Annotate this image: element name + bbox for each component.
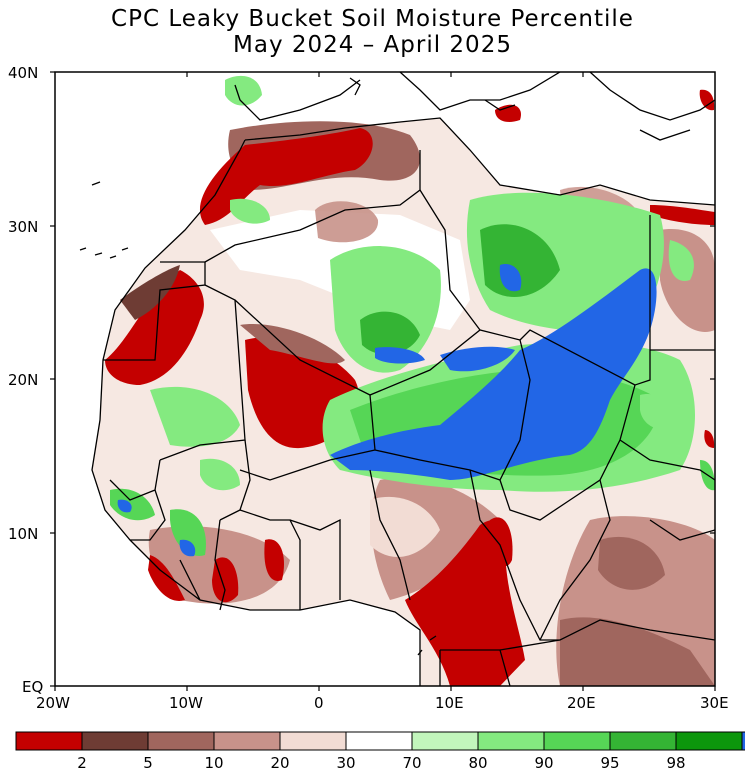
lon-label-10e: 10E xyxy=(435,694,464,712)
legend-tick-label: 70 xyxy=(402,754,421,772)
legend-swatch xyxy=(213,731,281,751)
legend-tick-label: 98 xyxy=(666,754,685,772)
legend-tick-label: 2 xyxy=(77,754,87,772)
legend-tick-label: 95 xyxy=(600,754,619,772)
map-field xyxy=(55,72,715,686)
wet-extreme-sahel xyxy=(330,268,657,480)
country-borders xyxy=(79,72,715,686)
legend-tick-label: 5 xyxy=(143,754,153,772)
legend-swatch xyxy=(477,731,545,751)
legend-swatch xyxy=(543,731,611,751)
lon-label-0: 0 xyxy=(314,694,324,712)
legend-swatch xyxy=(741,731,745,751)
lat-label-20n: 20N xyxy=(8,371,38,389)
map-title: CPC Leaky Bucket Soil Moisture Percentil… xyxy=(111,6,634,32)
lon-axis xyxy=(54,72,716,691)
legend-tick-label: 10 xyxy=(204,754,223,772)
legend-swatch xyxy=(279,731,347,751)
legend-colorbar xyxy=(15,731,745,751)
legend-swatch xyxy=(15,731,83,751)
lon-label-10w: 10W xyxy=(169,694,203,712)
legend-swatch xyxy=(411,731,479,751)
legend-swatch xyxy=(81,731,149,751)
legend-swatch xyxy=(147,731,215,751)
lon-label-20e: 20E xyxy=(567,694,596,712)
legend-tick-label: 90 xyxy=(534,754,553,772)
map-subtitle: May 2024 – April 2025 xyxy=(233,32,512,58)
lat-label-30n: 30N xyxy=(8,218,38,236)
legend-tick-label: 30 xyxy=(336,754,355,772)
lat-label-40n: 40N xyxy=(8,64,38,82)
lat-label-10n: 10N xyxy=(8,525,38,543)
legend-tick-label: 80 xyxy=(468,754,487,772)
legend-labels: 2 5 10 20 30 70 80 90 95 98 xyxy=(77,754,685,772)
lon-label-30e: 30E xyxy=(700,694,729,712)
legend-tick-label: 20 xyxy=(270,754,289,772)
lat-axis xyxy=(50,71,715,687)
lat-label-eq: EQ xyxy=(22,678,43,696)
dry-morocco xyxy=(199,128,373,225)
legend-swatch xyxy=(675,731,743,751)
dry-cameroon xyxy=(405,520,525,686)
legend-swatch xyxy=(609,731,677,751)
legend-swatch xyxy=(345,731,413,751)
lon-label-20w: 20W xyxy=(36,694,70,712)
